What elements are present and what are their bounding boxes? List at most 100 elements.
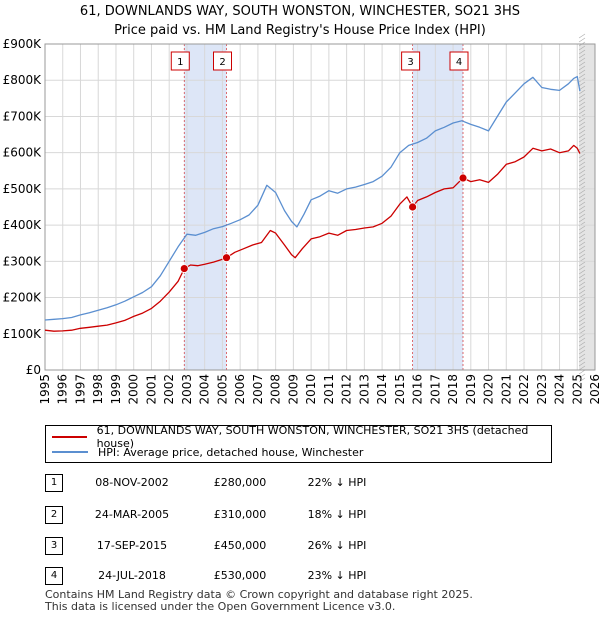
y-tick-label: £700K [3, 109, 43, 123]
series-line-hpi [44, 75, 581, 321]
forecast-hatch [578, 193, 586, 199]
forecast-hatch [578, 149, 586, 155]
forecast-hatch [578, 321, 586, 327]
sale-marker-label: 3 [407, 57, 413, 68]
forecast-hatch [578, 229, 586, 235]
sale-point [179, 264, 189, 273]
transaction-date: 08-NOV-2002 [95, 476, 169, 489]
forecast-hatch [578, 133, 586, 139]
forecast-hatch [578, 101, 586, 107]
x-tick-label: 1998 [91, 374, 105, 405]
x-tick-label: 2019 [464, 374, 478, 405]
x-tick-label: 2003 [180, 374, 194, 405]
forecast-hatch [578, 165, 586, 171]
forecast-hatch [578, 345, 586, 351]
forecast-hatch [578, 233, 586, 239]
forecast-hatch [578, 245, 586, 251]
forecast-hatch [578, 305, 586, 311]
forecast-hatch [578, 117, 586, 123]
x-tick-label: 2008 [269, 374, 283, 405]
forecast-region [579, 44, 595, 370]
table-row: 3 17-SEP-2015 £450,000 26% ↓ HPI [45, 537, 465, 555]
sale-period-shade [184, 44, 227, 370]
x-tick-label: 2007 [251, 374, 265, 405]
forecast-hatch [578, 33, 586, 39]
x-tick-label: 1995 [38, 374, 52, 405]
x-tick-label: 2002 [162, 374, 176, 405]
forecast-hatch [578, 53, 586, 59]
y-tick-label: £500K [3, 182, 43, 196]
x-tick-label: 2020 [482, 374, 496, 405]
forecast-hatch [578, 353, 586, 359]
chart-title: 61, DOWNLANDS WAY, SOUTH WONSTON, WINCHE… [0, 2, 600, 40]
forecast-hatch [578, 121, 586, 127]
title-line-2: Price paid vs. HM Land Registry's House … [114, 23, 486, 38]
price-chart: £0 £100K £200K £300K £400K £500K £600K £700K £80… [3, 33, 600, 405]
transaction-date: 24-JUL-2018 [98, 569, 166, 582]
x-tick-label: 2015 [393, 374, 407, 405]
transaction-price: £450,000 [213, 539, 267, 552]
forecast-hatch [578, 209, 586, 215]
forecast-hatch [578, 253, 586, 259]
x-tick-label: 2026 [588, 374, 600, 405]
forecast-hatch [578, 61, 586, 67]
sale-marker-box: 3 [401, 51, 421, 71]
transaction-price: £280,000 [213, 476, 267, 489]
sale-marker-border [213, 51, 232, 71]
x-tick-label: 2004 [198, 374, 212, 405]
transaction-hpi: 23% ↓ HPI [307, 569, 367, 582]
transaction-date: 17-SEP-2015 [96, 539, 168, 552]
forecast-hatch [578, 309, 586, 315]
forecast-hatch [578, 81, 586, 87]
x-tick-label: 2022 [517, 374, 531, 405]
sale-point [222, 253, 231, 263]
forecast-hatch [578, 325, 586, 331]
forecast-hatch [578, 341, 586, 347]
forecast-hatch [578, 129, 586, 135]
forecast-hatch [578, 49, 586, 55]
sale-marker-box: 2 [213, 51, 232, 71]
forecast-hatch [578, 65, 586, 71]
forecast-hatch [578, 225, 586, 231]
table-row: 2 24-MAR-2005 £310,000 18% ↓ HPI [45, 506, 465, 524]
x-tick-label: 2024 [553, 374, 567, 405]
forecast-hatch [578, 181, 586, 187]
forecast-hatch [578, 265, 586, 271]
forecast-hatch [578, 153, 586, 159]
forecast-hatch [578, 125, 586, 131]
x-tick-label: 2021 [499, 374, 513, 405]
x-tick-label: 2025 [570, 374, 584, 405]
forecast-hatch [578, 97, 586, 103]
forecast-hatch [578, 349, 586, 355]
transaction-hpi: 22% ↓ HPI [307, 476, 367, 489]
forecast-hatch [578, 281, 586, 287]
series-line-property [44, 144, 581, 332]
x-tick-label: 2010 [304, 374, 318, 405]
transaction-hpi: 18% ↓ HPI [307, 508, 367, 521]
sale-marker-label: 4 [456, 57, 462, 68]
transaction-hpi: 26% ↓ HPI [307, 539, 367, 552]
forecast-hatch [578, 145, 586, 151]
forecast-hatch [578, 93, 586, 99]
forecast-hatch [578, 197, 586, 203]
sale-period-shade [412, 44, 463, 370]
x-tick-label: 2023 [535, 374, 549, 405]
x-tick-label: 2017 [428, 374, 442, 405]
forecast-hatch [578, 313, 586, 319]
forecast-hatch [578, 45, 586, 51]
x-tick-label: 1997 [73, 374, 87, 405]
forecast-hatch [578, 361, 586, 367]
footer-licence: This data is licensed under the Open Gov… [45, 600, 396, 613]
forecast-hatch [578, 109, 586, 115]
sale-marker-label: 2 [219, 57, 225, 68]
x-tick-label: 2014 [375, 374, 389, 405]
forecast-hatch [578, 37, 586, 43]
forecast-hatch [578, 177, 586, 183]
transaction-marker: 1 [45, 474, 63, 492]
x-tick-label: 2005 [215, 374, 229, 405]
y-tick-label: £400K [3, 218, 43, 232]
transaction-price: £310,000 [213, 508, 267, 521]
forecast-hatch [578, 217, 586, 223]
y-tick-label: £600K [3, 146, 43, 160]
forecast-hatch [578, 213, 586, 219]
